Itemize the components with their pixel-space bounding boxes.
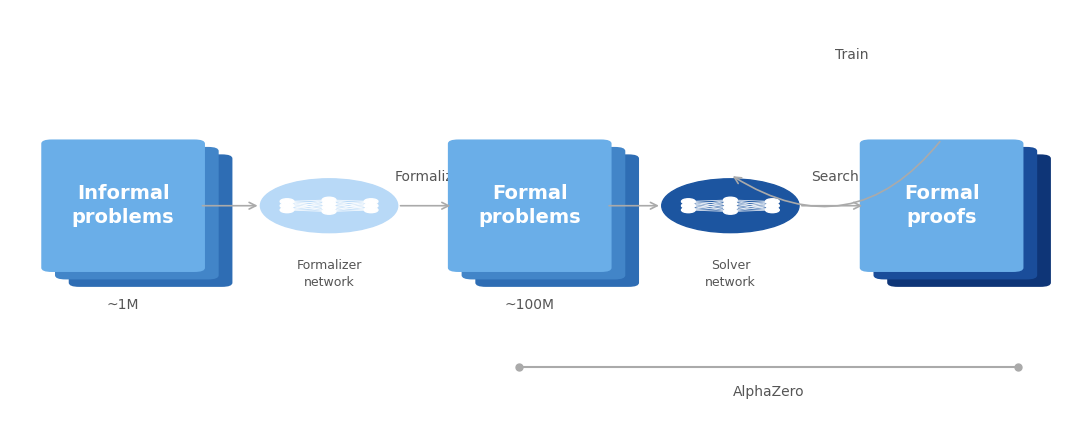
Circle shape <box>280 207 294 213</box>
Circle shape <box>364 207 378 213</box>
Text: Formalize: Formalize <box>395 170 461 184</box>
Circle shape <box>364 203 378 208</box>
Text: AlphaZero: AlphaZero <box>733 385 805 399</box>
Circle shape <box>682 199 696 204</box>
Circle shape <box>322 209 336 214</box>
Circle shape <box>322 197 336 202</box>
FancyBboxPatch shape <box>461 147 625 279</box>
Circle shape <box>723 209 737 214</box>
Circle shape <box>723 197 737 202</box>
Text: Formal
proofs: Formal proofs <box>904 184 979 227</box>
Text: Train: Train <box>835 48 869 62</box>
Text: ~100M: ~100M <box>505 298 554 312</box>
FancyBboxPatch shape <box>55 147 218 279</box>
Text: Formalizer
network: Formalizer network <box>296 259 362 289</box>
FancyBboxPatch shape <box>42 140 205 272</box>
Text: Solver
network: Solver network <box>705 259 755 289</box>
FancyArrowPatch shape <box>734 142 939 207</box>
Circle shape <box>723 205 737 210</box>
Text: ~1M: ~1M <box>107 298 139 312</box>
Circle shape <box>364 199 378 204</box>
Circle shape <box>280 199 294 204</box>
Circle shape <box>322 205 336 210</box>
Circle shape <box>723 201 737 206</box>
FancyBboxPatch shape <box>68 155 232 287</box>
Circle shape <box>322 201 336 206</box>
Text: Formal
problems: Formal problems <box>478 184 581 227</box>
Circle shape <box>260 179 398 233</box>
FancyBboxPatch shape <box>475 155 639 287</box>
Circle shape <box>765 207 779 213</box>
FancyBboxPatch shape <box>448 140 612 272</box>
FancyBboxPatch shape <box>873 147 1037 279</box>
Circle shape <box>765 199 779 204</box>
Circle shape <box>682 207 696 213</box>
Circle shape <box>765 203 779 208</box>
Circle shape <box>280 203 294 208</box>
Text: Informal
problems: Informal problems <box>72 184 174 227</box>
Text: Search: Search <box>811 170 858 184</box>
Circle shape <box>661 179 799 233</box>
FancyBboxPatch shape <box>860 140 1023 272</box>
FancyBboxPatch shape <box>887 155 1051 287</box>
Circle shape <box>682 203 696 208</box>
